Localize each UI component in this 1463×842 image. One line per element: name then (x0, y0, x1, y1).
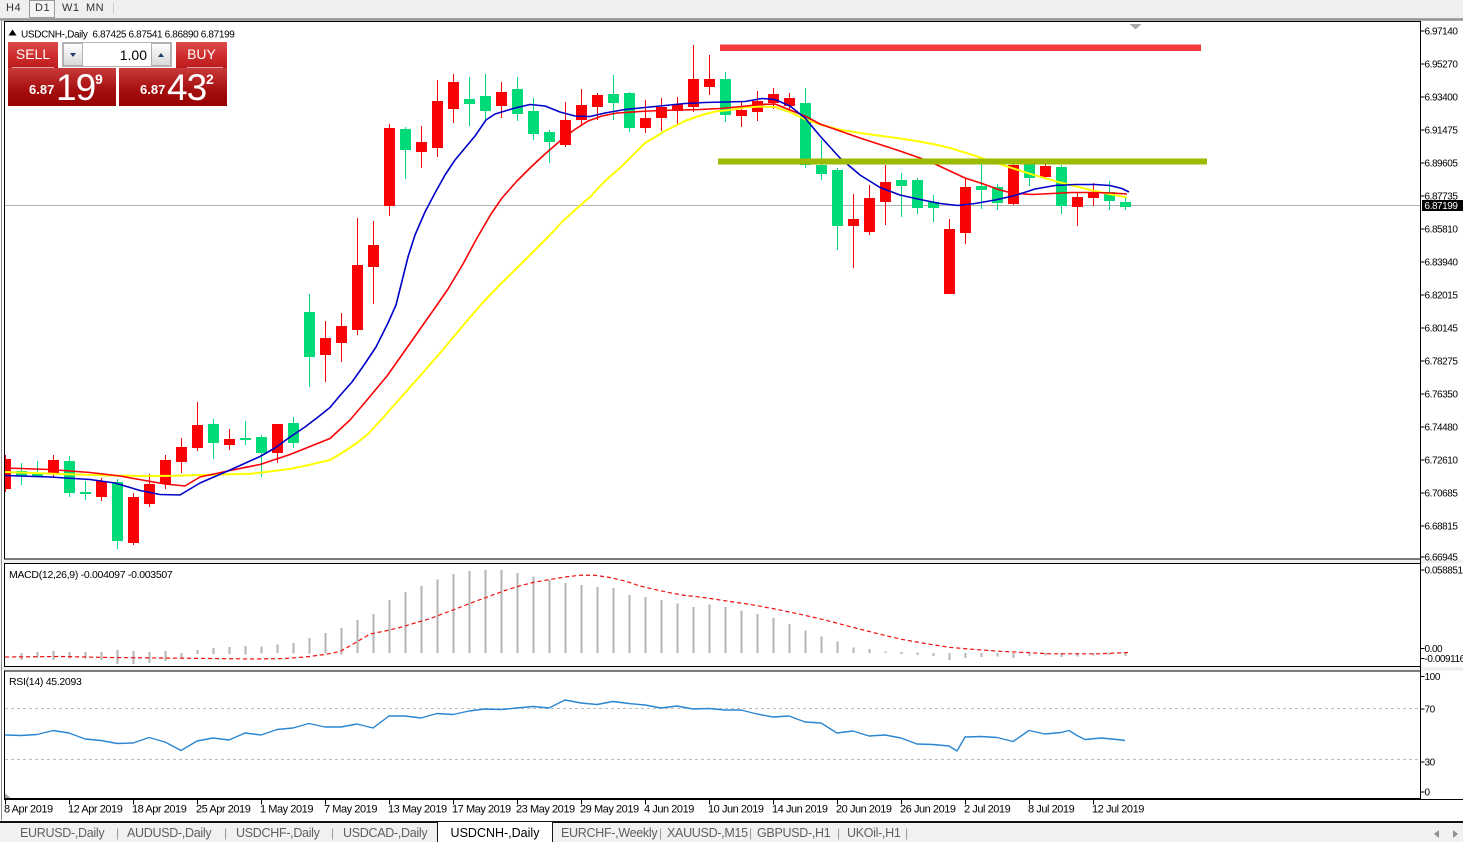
svg-text:0: 0 (1425, 788, 1431, 799)
svg-text:12 Apr 2019: 12 Apr 2019 (68, 804, 123, 816)
svg-text:29 May 2019: 29 May 2019 (580, 804, 639, 816)
svg-text:-0.009116: -0.009116 (1425, 654, 1463, 665)
svg-text:100: 100 (1425, 672, 1441, 683)
svg-text:4 Jun 2019: 4 Jun 2019 (644, 804, 694, 816)
svg-text:MACD(12,26,9) -0.004097 -0.003: MACD(12,26,9) -0.004097 -0.003507 (9, 569, 173, 581)
svg-text:8 Jul 2019: 8 Jul 2019 (1028, 804, 1075, 816)
svg-text:6.93400: 6.93400 (1425, 93, 1459, 104)
svg-text:6.85810: 6.85810 (1425, 225, 1459, 236)
svg-text:1 May 2019: 1 May 2019 (260, 804, 313, 816)
svg-text:6.91475: 6.91475 (1425, 126, 1459, 137)
svg-text:6.76350: 6.76350 (1425, 390, 1459, 401)
svg-text:6.72610: 6.72610 (1425, 456, 1459, 467)
svg-text:0.058851: 0.058851 (1425, 566, 1463, 577)
svg-text:17 May 2019: 17 May 2019 (452, 804, 511, 816)
svg-text:6.95270: 6.95270 (1425, 60, 1459, 71)
svg-text:6.87735: 6.87735 (1425, 192, 1459, 203)
svg-text:6.70685: 6.70685 (1425, 489, 1459, 500)
svg-text:6.97140: 6.97140 (1425, 27, 1459, 38)
svg-text:18 Apr 2019: 18 Apr 2019 (132, 804, 187, 816)
svg-text:26 Jun 2019: 26 Jun 2019 (900, 804, 956, 816)
svg-text:14 Jun 2019: 14 Jun 2019 (772, 804, 828, 816)
svg-text:20 Jun 2019: 20 Jun 2019 (836, 804, 892, 816)
svg-text:RSI(14) 45.2093: RSI(14) 45.2093 (9, 676, 82, 688)
svg-text:6.66945: 6.66945 (1425, 553, 1459, 564)
svg-text:30: 30 (1425, 758, 1436, 769)
svg-text:6.74480: 6.74480 (1425, 423, 1459, 434)
svg-text:6.78275: 6.78275 (1425, 357, 1459, 368)
svg-text:2 Jul 2019: 2 Jul 2019 (964, 804, 1011, 816)
svg-text:8 Apr 2019: 8 Apr 2019 (4, 804, 53, 816)
svg-text:6.80145: 6.80145 (1425, 324, 1459, 335)
svg-text:25 Apr 2019: 25 Apr 2019 (196, 804, 251, 816)
svg-text:70: 70 (1425, 705, 1436, 716)
svg-text:10 Jun 2019: 10 Jun 2019 (708, 804, 764, 816)
svg-text:6.87199: 6.87199 (1425, 201, 1459, 212)
svg-text:6.83940: 6.83940 (1425, 258, 1459, 269)
svg-text:13 May 2019: 13 May 2019 (388, 804, 447, 816)
svg-text:0.00: 0.00 (1425, 644, 1444, 655)
svg-text:23 May 2019: 23 May 2019 (516, 804, 575, 816)
svg-text:6.82015: 6.82015 (1425, 291, 1459, 302)
svg-text:6.89605: 6.89605 (1425, 159, 1459, 170)
svg-text:6.68815: 6.68815 (1425, 522, 1459, 533)
svg-text:12 Jul 2019: 12 Jul 2019 (1092, 804, 1144, 816)
svg-text:7 May 2019: 7 May 2019 (324, 804, 377, 816)
svg-text:USDCNH-,Daily 6.87425 6.87541: USDCNH-,Daily 6.87425 6.87541 6.86890 6.… (21, 30, 235, 41)
